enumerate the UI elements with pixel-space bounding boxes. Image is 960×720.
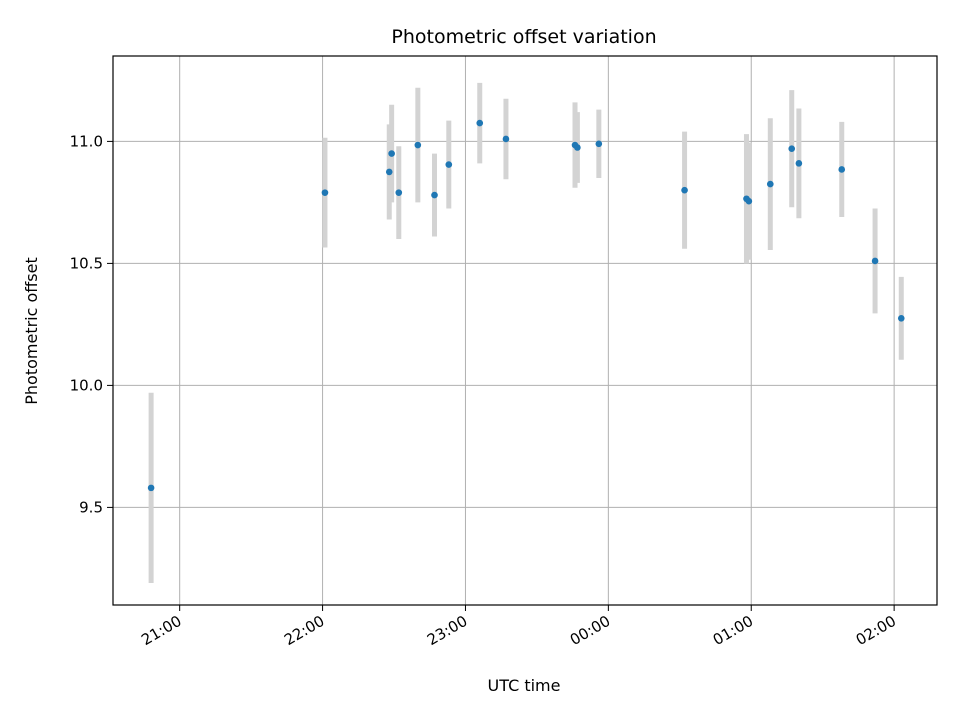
y-tick-label: 10.0 bbox=[70, 376, 103, 394]
data-point bbox=[766, 180, 774, 188]
chart-title: Photometric offset variation bbox=[391, 26, 656, 48]
data-point bbox=[431, 191, 438, 199]
data-point bbox=[681, 186, 688, 194]
y-tick-label: 10.5 bbox=[70, 254, 103, 272]
data-point bbox=[388, 150, 395, 157]
data-point bbox=[395, 189, 403, 196]
data-point bbox=[147, 484, 155, 492]
data-point bbox=[321, 189, 329, 196]
data-point bbox=[595, 140, 603, 148]
y-axis-label: Photometric offset bbox=[22, 257, 41, 405]
data-point bbox=[385, 168, 393, 176]
plot-frame bbox=[112, 55, 938, 606]
x-axis-label: UTC time bbox=[488, 676, 561, 695]
data-point bbox=[788, 145, 796, 153]
y-axis-ticks: 9.5 10.0 10.5 11.0 bbox=[70, 132, 113, 516]
data-point bbox=[476, 119, 484, 127]
y-tick-label: 11.0 bbox=[70, 132, 103, 150]
data-points bbox=[147, 119, 905, 492]
data-point bbox=[745, 197, 753, 205]
data-point bbox=[414, 141, 422, 149]
data-point bbox=[871, 257, 879, 265]
data-point bbox=[795, 160, 803, 167]
data-point bbox=[897, 315, 905, 322]
data-point bbox=[445, 161, 453, 168]
y-tick-label: 9.5 bbox=[79, 498, 103, 516]
data-point bbox=[838, 166, 846, 173]
data-point bbox=[502, 135, 510, 143]
data-point bbox=[574, 144, 581, 151]
